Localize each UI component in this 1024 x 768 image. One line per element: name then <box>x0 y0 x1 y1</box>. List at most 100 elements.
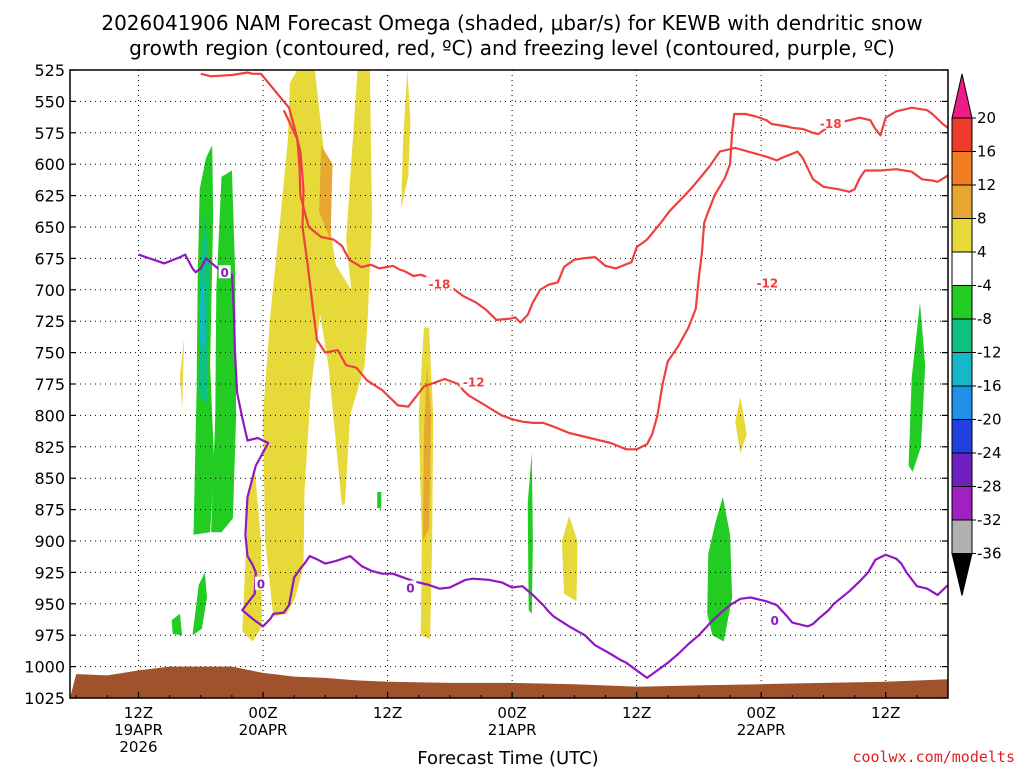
colorbar-label: -36 <box>977 545 1002 563</box>
colorbar-segment <box>951 352 973 387</box>
y-tick-label: 925 <box>34 563 65 582</box>
x-tick-label: 2026 <box>119 738 157 756</box>
contour-label-6: 0 <box>406 581 414 595</box>
omega-region-17 <box>319 145 333 240</box>
y-tick-label: 625 <box>34 187 65 206</box>
y-tick-label: 800 <box>34 406 65 425</box>
colorbar-label: 8 <box>977 210 987 228</box>
contour-label-bg <box>768 613 781 627</box>
x-tick-label: 21APR <box>488 721 537 739</box>
y-tick-label: 875 <box>34 501 65 520</box>
y-axis: 525 550 575 600 625 650 675 700 725 750 775 800 825 8… <box>24 61 948 708</box>
contour-label-3: -12 <box>757 276 779 290</box>
x-tick-label: 12Z <box>124 704 153 722</box>
contour-label-bg <box>753 275 782 289</box>
x-tick-label: 12Z <box>871 704 900 722</box>
contour-line-1 <box>282 109 948 324</box>
y-tick-label: 950 <box>34 595 65 614</box>
y-tick-label: 1025 <box>24 689 65 708</box>
colorbar-label: -24 <box>977 444 1002 462</box>
colorbar-label: -8 <box>977 310 992 328</box>
y-tick-label: 975 <box>34 626 65 645</box>
omega-region-7 <box>527 453 533 614</box>
y-tick-label: 725 <box>34 312 65 331</box>
colorbar-label: -20 <box>977 411 1002 429</box>
chart-title-line-1: 2026041906 NAM Forecast Omega (shaded, μ… <box>101 11 922 35</box>
terrain-layer <box>70 666 948 698</box>
x-axis-title: Forecast Time (UTC) <box>417 748 598 768</box>
y-tick-label: 750 <box>34 344 65 363</box>
colorbar-label: -16 <box>977 377 1002 395</box>
colorbar-segment <box>951 151 973 186</box>
colorbar-segment <box>951 519 973 554</box>
y-tick-label: 550 <box>34 92 65 111</box>
colorbar-label: -32 <box>977 511 1002 529</box>
omega-region-15 <box>561 515 578 602</box>
y-tick-label: 600 <box>34 155 65 174</box>
y-tick-label: 650 <box>34 218 65 237</box>
colorbar-top-arrow <box>951 73 973 119</box>
contour-label-4: 0 <box>220 266 228 280</box>
contour-label-bg <box>218 265 231 279</box>
contour-line-0 <box>200 71 948 451</box>
contour-label-bg <box>404 580 417 594</box>
omega-region-9 <box>908 302 926 472</box>
y-tick-label: 900 <box>34 532 65 551</box>
x-tick-label: 00Z <box>747 704 776 722</box>
y-tick-label: 1000 <box>24 658 65 677</box>
x-tick-label: 19APR <box>114 721 163 739</box>
x-tick-label: 00Z <box>497 704 526 722</box>
omega-shading-layer <box>171 70 926 642</box>
colorbar-segment <box>951 184 973 219</box>
colorbar-label: 12 <box>977 176 996 194</box>
y-tick-label: 525 <box>34 61 65 80</box>
contour-label-5: 0 <box>257 578 265 592</box>
y-tick-label: 675 <box>34 249 65 268</box>
omega-region-12 <box>263 70 372 617</box>
colorbar-label: 20 <box>977 109 996 127</box>
colorbar-label: -4 <box>977 277 992 295</box>
colorbar-label: -28 <box>977 478 1002 496</box>
colorbar-segment <box>951 318 973 353</box>
chart-title: 2026041906 NAM Forecast Omega (shaded, μ… <box>101 11 922 60</box>
x-tick-label: 12Z <box>373 704 402 722</box>
terrain-fill <box>70 666 948 698</box>
x-tick-label: 22APR <box>737 721 786 739</box>
colorbar-label: 16 <box>977 143 996 161</box>
contour-label-7: 0 <box>771 614 779 628</box>
x-tick-label: 00Z <box>248 704 277 722</box>
omega-region-13 <box>401 70 411 209</box>
contour-label-0: -18 <box>429 278 451 292</box>
colorbar-bottom-arrow <box>951 553 973 596</box>
omega-region-1 <box>171 613 183 636</box>
omega-region-11 <box>242 468 262 642</box>
omega-region-8 <box>707 497 733 642</box>
omega-region-10 <box>180 337 185 410</box>
omega-region-6 <box>377 492 382 509</box>
omega-region-18 <box>422 365 432 541</box>
contour-label-bg <box>816 115 845 129</box>
colorbar-segment <box>951 218 973 253</box>
omega-region-5 <box>199 281 205 347</box>
y-tick-label: 850 <box>34 469 65 488</box>
colorbar-segment <box>951 251 973 286</box>
colorbar-segment <box>951 285 973 320</box>
contour-label-1: -18 <box>820 117 842 131</box>
x-tick-label: 20APR <box>239 721 288 739</box>
colorbar: 20 16 12 8 4 -4 -8 -12 -16 -20 -24 -28 -32 -36 <box>951 73 1002 596</box>
chart-title-line-2: growth region (contoured, red, ºC) and f… <box>129 36 895 60</box>
contour-line-2 <box>138 253 948 679</box>
y-tick-label: 700 <box>34 281 65 300</box>
omega-region-0 <box>192 572 207 636</box>
colorbar-segment <box>951 117 973 152</box>
omega-region-3 <box>211 170 237 533</box>
x-tick-label: 12Z <box>622 704 651 722</box>
colorbar-segment <box>951 419 973 454</box>
omega-region-16 <box>735 396 747 454</box>
contour-label-bg <box>425 276 454 290</box>
colorbar-segment <box>951 385 973 420</box>
credit-text: coolwx.com/modelts <box>852 748 1015 766</box>
colorbar-label: 4 <box>977 243 987 261</box>
